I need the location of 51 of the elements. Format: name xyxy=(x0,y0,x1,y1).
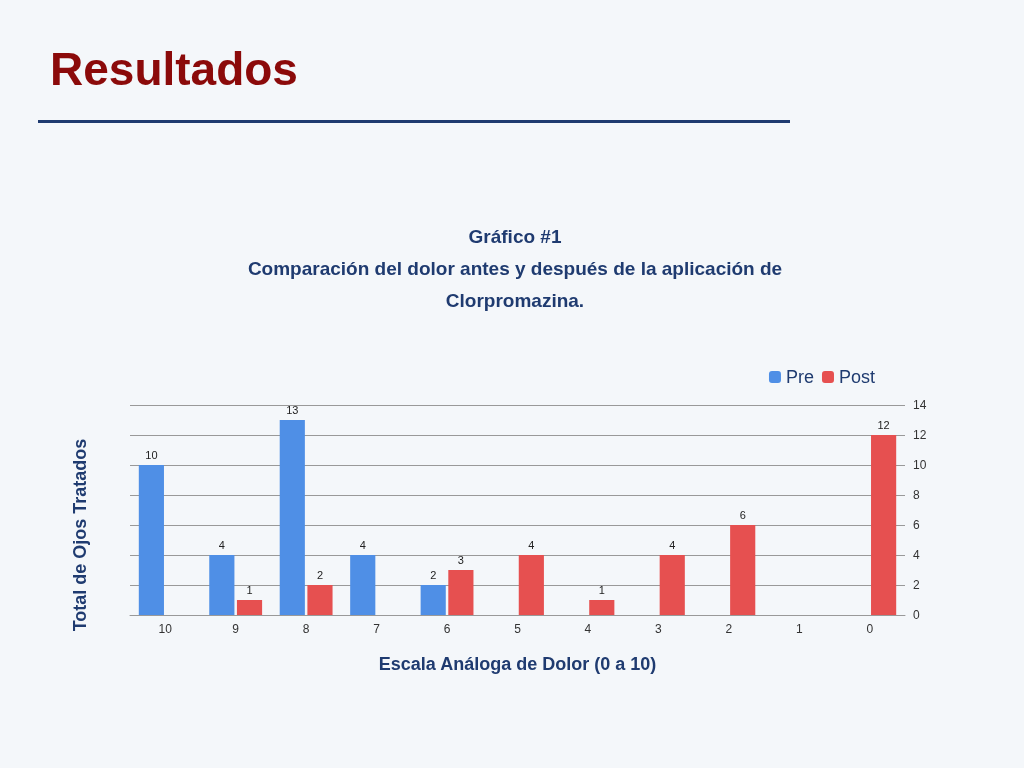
x-tick-label: 10 xyxy=(158,622,173,636)
y-tick-label: 10 xyxy=(913,458,927,472)
bar xyxy=(236,600,263,615)
bar xyxy=(420,585,446,615)
chart-subtitle: Gráfico #1 Comparación del dolor antes y después de la aplicación de Clorpromazina. xyxy=(247,225,783,311)
data-label: 2 xyxy=(430,568,437,581)
x-tick-label: 7 xyxy=(373,622,381,636)
bar xyxy=(138,465,164,615)
x-tick-label: 8 xyxy=(302,622,310,636)
y-tick-label: 14 xyxy=(913,398,927,412)
bar xyxy=(448,570,474,615)
bar xyxy=(518,555,544,615)
chart-title: Resultados xyxy=(50,42,298,96)
y-tick-label: 2 xyxy=(913,578,920,592)
x-tick-label: 2 xyxy=(725,622,733,636)
bar xyxy=(659,555,685,615)
data-label: 4 xyxy=(359,538,366,551)
data-label: 4 xyxy=(528,538,535,551)
y-axis-title: Total de Ojos Tratados xyxy=(70,438,90,632)
legend-label: Pre xyxy=(785,367,814,387)
x-tick-label: 3 xyxy=(655,622,663,636)
x-tick-label: 0 xyxy=(866,622,874,636)
bar xyxy=(279,420,305,615)
x-tick-label: 6 xyxy=(443,622,451,636)
x-axis-title: Escala Análoga de Dolor (0 a 10) xyxy=(378,654,657,674)
bar xyxy=(871,435,897,615)
y-tick-label: 8 xyxy=(913,488,920,502)
legend-label: Post xyxy=(838,367,876,387)
x-tick-label: 9 xyxy=(232,622,240,636)
data-label: 12 xyxy=(877,418,890,431)
bar xyxy=(209,555,235,615)
data-label: 2 xyxy=(316,568,324,581)
x-tick-label: 5 xyxy=(514,622,522,636)
data-label: 13 xyxy=(286,403,299,416)
y-tick-label: 12 xyxy=(913,428,927,442)
data-label: 10 xyxy=(145,448,158,461)
data-label: 4 xyxy=(669,538,676,551)
data-label: 1 xyxy=(598,583,605,596)
data-label: 3 xyxy=(457,553,464,566)
data-label: 6 xyxy=(739,508,746,521)
bar xyxy=(307,585,333,615)
data-label: 1 xyxy=(246,583,253,596)
y-tick-label: 6 xyxy=(913,518,920,532)
x-tick-label: 1 xyxy=(795,622,803,636)
bar xyxy=(730,525,756,615)
y-tick-label: 0 xyxy=(913,608,920,622)
bar xyxy=(589,600,615,615)
x-tick-label: 4 xyxy=(584,622,592,636)
y-tick-label: 4 xyxy=(913,548,920,562)
bar xyxy=(350,555,376,615)
data-label: 4 xyxy=(218,538,225,551)
